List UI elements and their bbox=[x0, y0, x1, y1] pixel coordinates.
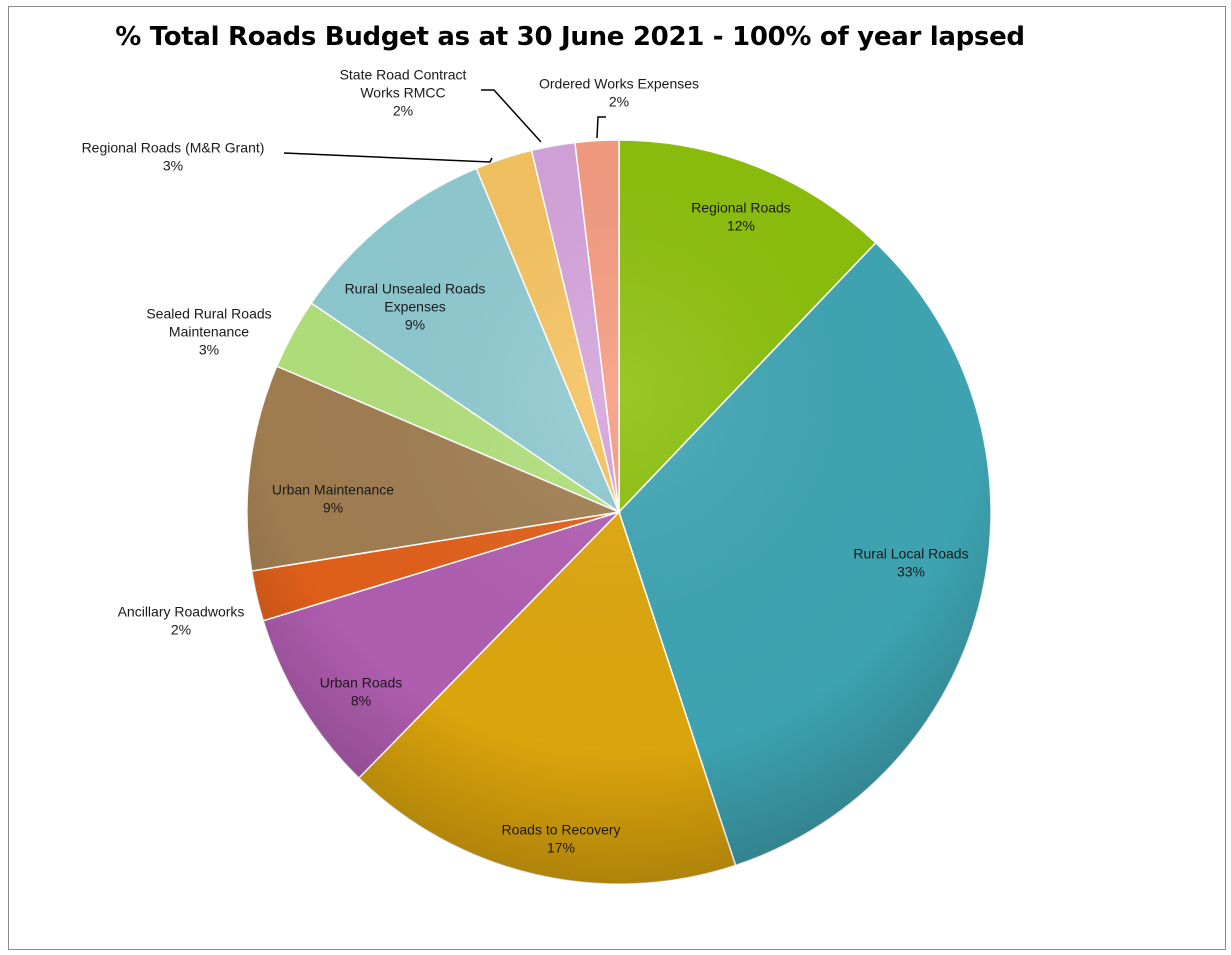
slice-name-label: Roads to Recovery bbox=[501, 822, 620, 838]
pie-slice-shade-6 bbox=[247, 366, 620, 571]
pie-slice-shade-11 bbox=[574, 140, 619, 512]
slice-name-label: Rural Unsealed Roads bbox=[345, 281, 486, 297]
slice-label-6: Urban Maintenance 9% bbox=[272, 482, 394, 516]
slice-name-label: Ancillary Roadworks bbox=[118, 604, 245, 620]
slice-name-label: Maintenance bbox=[169, 324, 249, 340]
leader-line-11 bbox=[596, 116, 606, 139]
pie-slice-shade-7 bbox=[276, 303, 619, 512]
slice-name-label: Regional Roads bbox=[691, 200, 791, 216]
leader-line-9 bbox=[283, 152, 493, 163]
slice-percent-label: 9% bbox=[405, 317, 425, 333]
slice-label-11: Ordered Works Expenses 2% bbox=[539, 76, 699, 110]
slice-name-label: Urban Roads bbox=[320, 675, 403, 691]
slice-name-label: Works RMCC bbox=[360, 85, 445, 101]
slice-percent-label: 2% bbox=[609, 94, 629, 110]
slice-name-label: Rural Local Roads bbox=[853, 546, 968, 562]
slice-label-4: Urban Roads 8% bbox=[320, 675, 403, 709]
slice-name-label: Urban Maintenance bbox=[272, 482, 394, 498]
slice-percent-label: 2% bbox=[171, 622, 191, 638]
slice-label-1: Regional Roads 12% bbox=[691, 200, 791, 234]
slice-label-3: Roads to Recovery 17% bbox=[501, 822, 620, 856]
pie-slice-shade-1 bbox=[619, 140, 876, 512]
pie-slice-shade-10 bbox=[531, 142, 619, 513]
slice-percent-label: 8% bbox=[351, 693, 371, 709]
slice-label-5: Ancillary Roadworks 2% bbox=[118, 604, 245, 638]
leader-line-10 bbox=[481, 89, 542, 143]
slice-percent-label: 17% bbox=[547, 840, 575, 856]
pie-slice-shade-5 bbox=[251, 512, 620, 621]
slice-name-label: State Road Contract bbox=[340, 67, 467, 83]
slice-name-label: Sealed Rural Roads bbox=[146, 306, 271, 322]
slice-label-9: Regional Roads (M&R Grant) 3% bbox=[82, 140, 265, 174]
slice-percent-label: 3% bbox=[163, 158, 183, 174]
pie-slice-shade-9 bbox=[476, 150, 619, 512]
slice-label-8: Rural Unsealed Roads Expenses 9% bbox=[345, 281, 486, 333]
pie-slice-shade-2 bbox=[619, 242, 991, 866]
slice-percent-label: 3% bbox=[199, 342, 219, 358]
slice-percent-label: 9% bbox=[323, 500, 343, 516]
pie-slice-shade-8 bbox=[311, 168, 619, 513]
slice-percent-label: 2% bbox=[393, 103, 413, 119]
slice-percent-label: 33% bbox=[897, 564, 925, 580]
slice-label-7: Sealed Rural Roads Maintenance 3% bbox=[146, 306, 271, 358]
pie-slice-shade-3 bbox=[358, 512, 736, 884]
slice-name-label: Regional Roads (M&R Grant) bbox=[82, 140, 265, 156]
chart-title: % Total Roads Budget as at 30 June 2021 … bbox=[115, 22, 1025, 52]
slice-name-label: Expenses bbox=[384, 299, 445, 315]
slice-percent-label: 12% bbox=[727, 218, 755, 234]
slice-label-2: Rural Local Roads 33% bbox=[853, 546, 968, 580]
slice-name-label: Ordered Works Expenses bbox=[539, 76, 699, 92]
slice-label-10: State Road Contract Works RMCC 2% bbox=[340, 67, 467, 119]
pie-slice-shade-4 bbox=[263, 512, 619, 778]
